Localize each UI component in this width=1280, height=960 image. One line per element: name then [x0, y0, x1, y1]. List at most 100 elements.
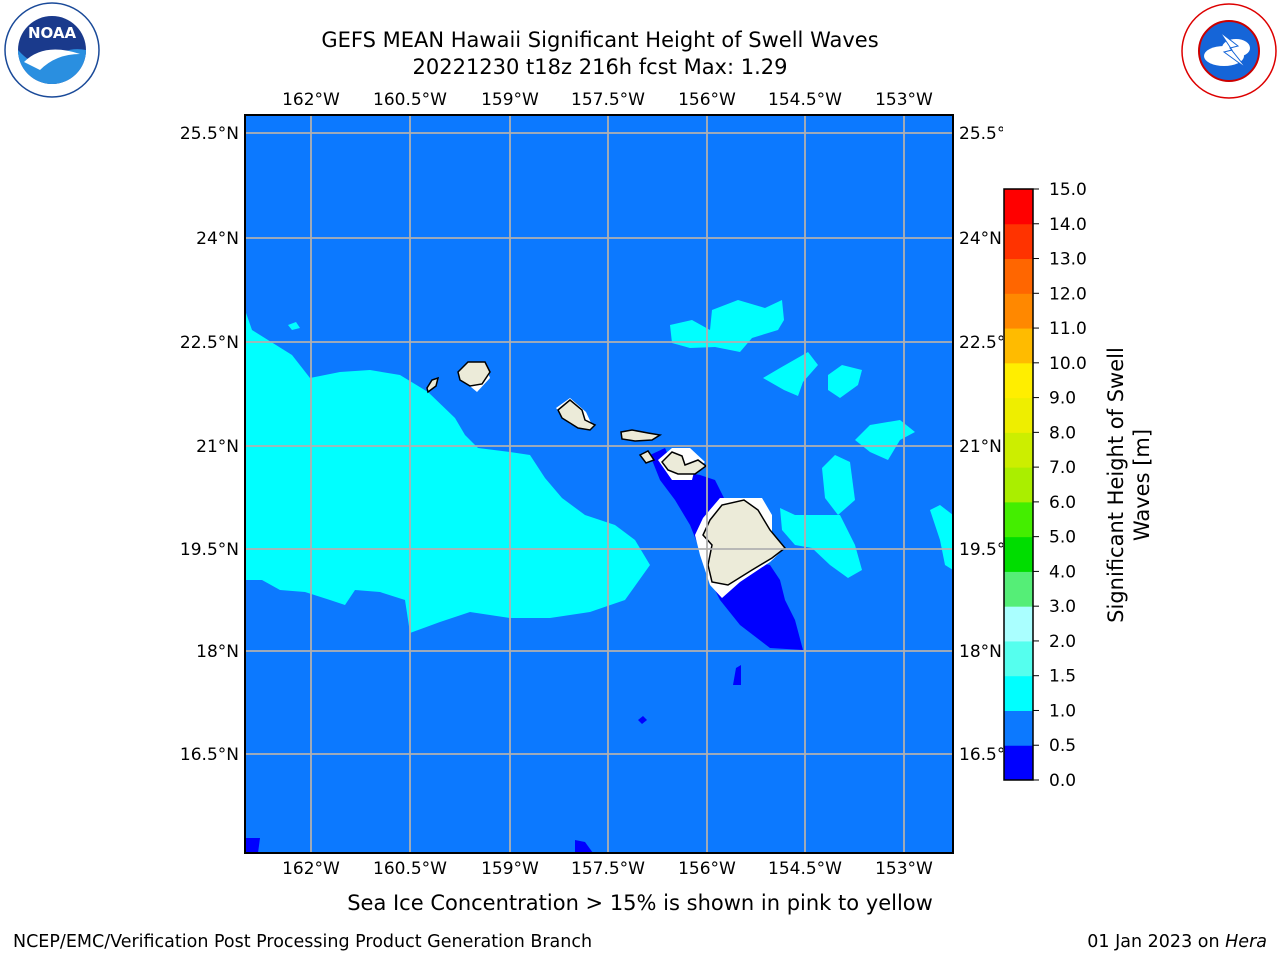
- lat-tick-right: 24°N: [959, 229, 1002, 249]
- colorbar-tick-label: 13.0: [1049, 250, 1087, 270]
- lat-tick-right: 22.5°N: [959, 333, 1018, 353]
- colorbar-frame: [1003, 188, 1034, 781]
- chart-title: GEFS MEAN Hawaii Significant Height of S…: [321, 28, 879, 52]
- lon-tick-top: 153°W: [875, 90, 933, 110]
- lat-tick-right: 18°N: [959, 642, 1002, 662]
- lon-tick-top: 154.5°W: [768, 90, 842, 110]
- colorbar-tick-label: 0.0: [1049, 771, 1076, 791]
- lat-ticks-left: 25.5°N 24°N 22.5°N 21°N 19.5°N 18°N 16.5…: [180, 124, 239, 765]
- swell-band-1-1.5-e-a: [855, 420, 915, 460]
- colorbar-tick-label: 10.0: [1049, 354, 1087, 374]
- swell-band-0-0.5-small-a: [733, 665, 741, 685]
- colorbar-tick-label: 15.0: [1049, 180, 1087, 200]
- swell-band-1-1.5-e-c: [780, 508, 862, 578]
- colorbar-band: [1004, 293, 1033, 329]
- colorbar: 15.0 14.0 13.0 12.0 11.0 10.0 9.0 8.0 7.0 6.0 5.0 4…: [1003, 180, 1087, 791]
- islands: [426, 361, 787, 586]
- colorbar-tick-label: 11.0: [1049, 319, 1087, 339]
- swell-band-0-0.5-s: [575, 840, 593, 853]
- lat-tick-left: 25.5°N: [180, 124, 239, 144]
- lat-ticks-right: 25.5°N 24°N 22.5°N 21°N 19.5°N 18°N 16.5…: [959, 124, 1018, 765]
- gridlines: [245, 115, 953, 853]
- lon-tick-bottom: 162°W: [282, 859, 340, 879]
- island-oahu: [557, 399, 597, 431]
- swell-band-1-1.5-e-b: [822, 455, 855, 515]
- colorbar-tick-label: 5.0: [1049, 528, 1076, 548]
- colorbar-band: [1004, 328, 1033, 364]
- colorbar-band: [1004, 362, 1033, 399]
- swell-band-1-1.5-west: [245, 310, 650, 633]
- island-lanai: [638, 450, 656, 464]
- map-frame: [244, 114, 954, 854]
- colorbar-band: [1004, 258, 1033, 294]
- swell-band-0-0.5-sw-corner: [245, 838, 260, 853]
- colorbar-tick-label: 12.0: [1049, 284, 1087, 304]
- colorbar-band: [1004, 745, 1033, 781]
- swell-band-1-1.5-ne-c: [828, 365, 862, 398]
- colorbar-band: [1004, 571, 1033, 607]
- lon-tick-bottom: 159°W: [481, 859, 539, 879]
- colorbar-band: [1004, 432, 1033, 468]
- colorbar-tick-label: 2.0: [1049, 632, 1076, 652]
- colorbar-band: [1004, 223, 1033, 260]
- lon-tick-top: 157.5°W: [571, 90, 645, 110]
- footer-host: Hera: [1225, 932, 1267, 952]
- lat-tick-right: 25.5°N: [959, 124, 1018, 144]
- colorbar-band: [1004, 640, 1033, 677]
- island-kauai: [457, 361, 491, 387]
- map-panel: [244, 114, 954, 854]
- colorbar-tick-label: 1.0: [1049, 701, 1076, 721]
- colorbar-tick-label: 14.0: [1049, 215, 1087, 235]
- colorbar-band: [1004, 675, 1033, 711]
- colorbar-band: [1004, 467, 1033, 503]
- lat-tick-left: 24°N: [196, 229, 239, 249]
- colorbar-band: [1004, 536, 1033, 572]
- lat-tick-left: 16.5°N: [180, 745, 239, 765]
- lon-tick-top: 159°W: [481, 90, 539, 110]
- swell-band-0-0.5-small-b: [638, 716, 647, 724]
- island-molokai: [620, 429, 663, 442]
- lon-tick-bottom: 153°W: [875, 859, 933, 879]
- lon-tick-bottom: 160.5°W: [373, 859, 447, 879]
- lon-tick-top: 162°W: [282, 90, 340, 110]
- lat-tick-right: 21°N: [959, 437, 1002, 457]
- lat-tick-right: 19.5°N: [959, 540, 1018, 560]
- island-niihau: [426, 376, 440, 394]
- footer-credit: NCEP/EMC/Verification Post Processing Pr…: [13, 932, 593, 952]
- colorbar-tick-label: 7.0: [1049, 458, 1076, 478]
- colorbar-tick-label: 8.0: [1049, 423, 1076, 443]
- lon-tick-bottom: 157.5°W: [571, 859, 645, 879]
- svg-text:NOAA: NOAA: [28, 24, 77, 42]
- colorbar-band: [1004, 606, 1033, 642]
- sea-ice-caption: Sea Ice Concentration > 15% is shown in …: [347, 891, 933, 915]
- colorbar-band: [1004, 710, 1033, 746]
- colorbar-tick-label: 0.5: [1049, 736, 1076, 756]
- lon-ticks-top: 162°W 160.5°W 159°W 157.5°W 156°W 154.5°…: [282, 90, 933, 110]
- footer-date-text: 01 Jan 2023 on: [1087, 932, 1226, 952]
- noaa-logo: NOAA: [4, 2, 100, 98]
- lon-ticks-bottom: 162°W 160.5°W 159°W 157.5°W 156°W 154.5°…: [282, 859, 933, 879]
- lat-tick-left: 22.5°N: [180, 333, 239, 353]
- lon-tick-bottom: 154.5°W: [768, 859, 842, 879]
- colorbar-label-line1: Significant Height of Swell: [1104, 347, 1128, 623]
- colorbar-band: [1004, 189, 1033, 225]
- swell-band-1-1.5-ne-a: [670, 300, 784, 352]
- footer-date: 01 Jan 2023 on Hera: [1087, 932, 1267, 952]
- colorbar-tick-label: 1.5: [1049, 667, 1076, 687]
- lon-tick-top: 156°W: [678, 90, 736, 110]
- colorbar-band: [1004, 501, 1033, 538]
- colorbar-label-line2: Waves [m]: [1130, 429, 1154, 541]
- lat-tick-left: 19.5°N: [180, 540, 239, 560]
- colorbar-tick-label: 3.0: [1049, 597, 1076, 617]
- colorbar-tick-label: 6.0: [1049, 493, 1076, 513]
- lat-tick-left: 18°N: [196, 642, 239, 662]
- lon-tick-bottom: 156°W: [678, 859, 736, 879]
- swell-band-1-1.5-e-d: [930, 505, 953, 570]
- colorbar-band: [1004, 397, 1033, 433]
- nws-logo: [1181, 3, 1277, 99]
- colorbar-tick-label: 4.0: [1049, 562, 1076, 582]
- lat-tick-left: 21°N: [196, 437, 239, 457]
- lon-tick-top: 160.5°W: [373, 90, 447, 110]
- colorbar-tick-label: 9.0: [1049, 389, 1076, 409]
